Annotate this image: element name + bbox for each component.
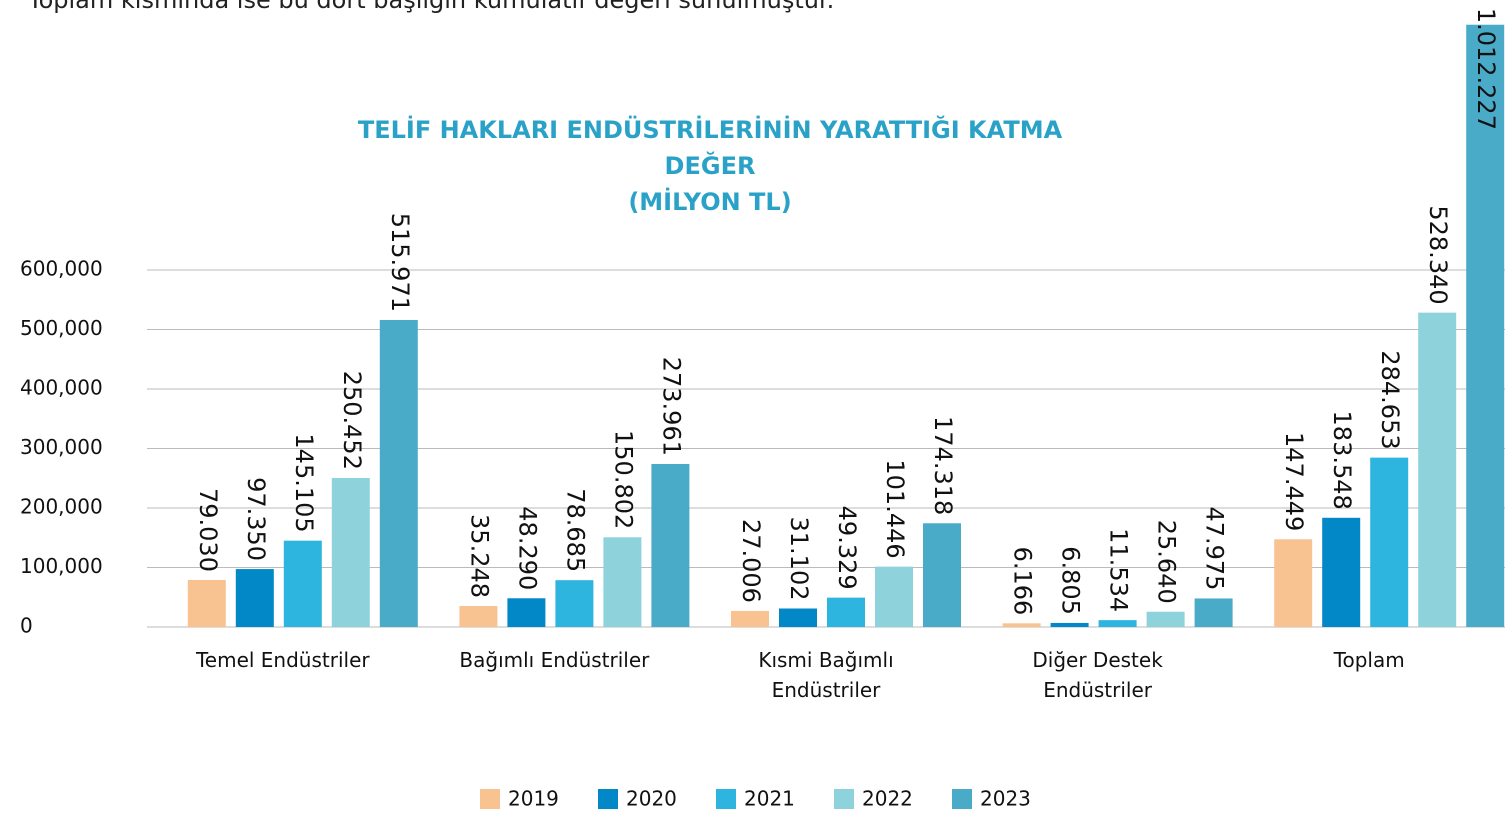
bar xyxy=(651,463,690,627)
bar xyxy=(235,569,274,627)
value-label: 31.102 xyxy=(785,517,813,601)
bar xyxy=(379,319,418,627)
legend-label: 2023 xyxy=(980,787,1031,811)
bar xyxy=(1050,622,1089,627)
value-label: 273.961 xyxy=(657,357,685,456)
legend-swatch xyxy=(716,789,736,809)
legend-swatch xyxy=(598,789,618,809)
bar xyxy=(827,597,865,627)
bar xyxy=(1194,598,1233,627)
bar xyxy=(779,608,817,627)
legend-swatch xyxy=(952,789,972,809)
value-label: 528.340 xyxy=(1424,205,1452,304)
x-tick-label: Diğer Destek Endüstriler xyxy=(1032,648,1163,702)
y-tick-label: 400,000 xyxy=(20,376,103,400)
bar xyxy=(1370,457,1409,627)
y-tick-label: 500,000 xyxy=(20,316,103,340)
value-label: 6.166 xyxy=(1009,547,1037,616)
value-label: 150.802 xyxy=(609,430,637,529)
x-tick-label: Toplam xyxy=(1333,648,1405,672)
legend-label: 2019 xyxy=(508,787,559,811)
bar xyxy=(555,580,594,627)
chart-title: TELİF HAKLARI ENDÜSTRİLERİNİN YARATTIĞI … xyxy=(357,116,1063,216)
value-label: 250.452 xyxy=(338,371,366,470)
bar xyxy=(1002,623,1041,627)
value-label: 284.653 xyxy=(1376,350,1404,449)
bar xyxy=(603,537,642,627)
bar xyxy=(1146,611,1185,627)
value-label: 79.030 xyxy=(194,488,222,572)
bar xyxy=(731,610,769,627)
bar xyxy=(1098,620,1137,627)
legend-label: 2021 xyxy=(744,787,795,811)
y-tick-label: 200,000 xyxy=(20,495,103,519)
value-label: 47.975 xyxy=(1201,506,1229,590)
bar xyxy=(1274,539,1313,627)
value-label: 6.805 xyxy=(1057,546,1085,615)
value-label: 11.534 xyxy=(1105,528,1133,612)
legend-swatch xyxy=(834,789,854,809)
y-tick-label: 100,000 xyxy=(20,554,103,578)
value-label: 97.350 xyxy=(242,477,270,561)
value-label: 35.248 xyxy=(465,514,493,598)
bar xyxy=(1322,517,1361,627)
value-label: 25.640 xyxy=(1153,520,1181,604)
value-label: 78.685 xyxy=(561,488,589,572)
value-label: 1.012.227 xyxy=(1472,8,1500,130)
legend-swatch xyxy=(480,789,500,809)
x-tick-label: Bağımlı Endüstriler xyxy=(459,648,650,672)
value-label: 515.971 xyxy=(386,213,414,312)
value-label: 183.548 xyxy=(1328,411,1356,510)
value-label: 174.318 xyxy=(929,416,957,515)
y-tick-label: 0 xyxy=(20,614,33,638)
intro-text: Toplam kısmında ise bu dört başlığın küm… xyxy=(28,0,835,14)
x-tick-label: Kısmi Bağımlı Endüstriler xyxy=(758,648,894,702)
x-tick-label: Temel Endüstriler xyxy=(195,648,370,672)
value-label: 145.105 xyxy=(290,433,318,532)
value-label: 147.449 xyxy=(1280,432,1308,531)
bar xyxy=(1418,312,1457,627)
bar xyxy=(459,606,498,627)
bar xyxy=(187,579,226,627)
bar xyxy=(283,540,322,627)
y-tick-label: 300,000 xyxy=(20,435,103,459)
value-label: 101.446 xyxy=(881,459,909,558)
bar xyxy=(331,477,370,627)
value-label: 49.329 xyxy=(833,506,861,590)
y-tick-label: 600,000 xyxy=(20,257,103,281)
value-label: 48.290 xyxy=(513,506,541,590)
legend-label: 2022 xyxy=(862,787,913,811)
bar xyxy=(507,598,546,627)
bar xyxy=(923,523,961,627)
bar xyxy=(1466,24,1505,628)
value-label: 27.006 xyxy=(737,519,765,603)
legend-label: 2020 xyxy=(626,787,677,811)
bar xyxy=(875,566,913,627)
